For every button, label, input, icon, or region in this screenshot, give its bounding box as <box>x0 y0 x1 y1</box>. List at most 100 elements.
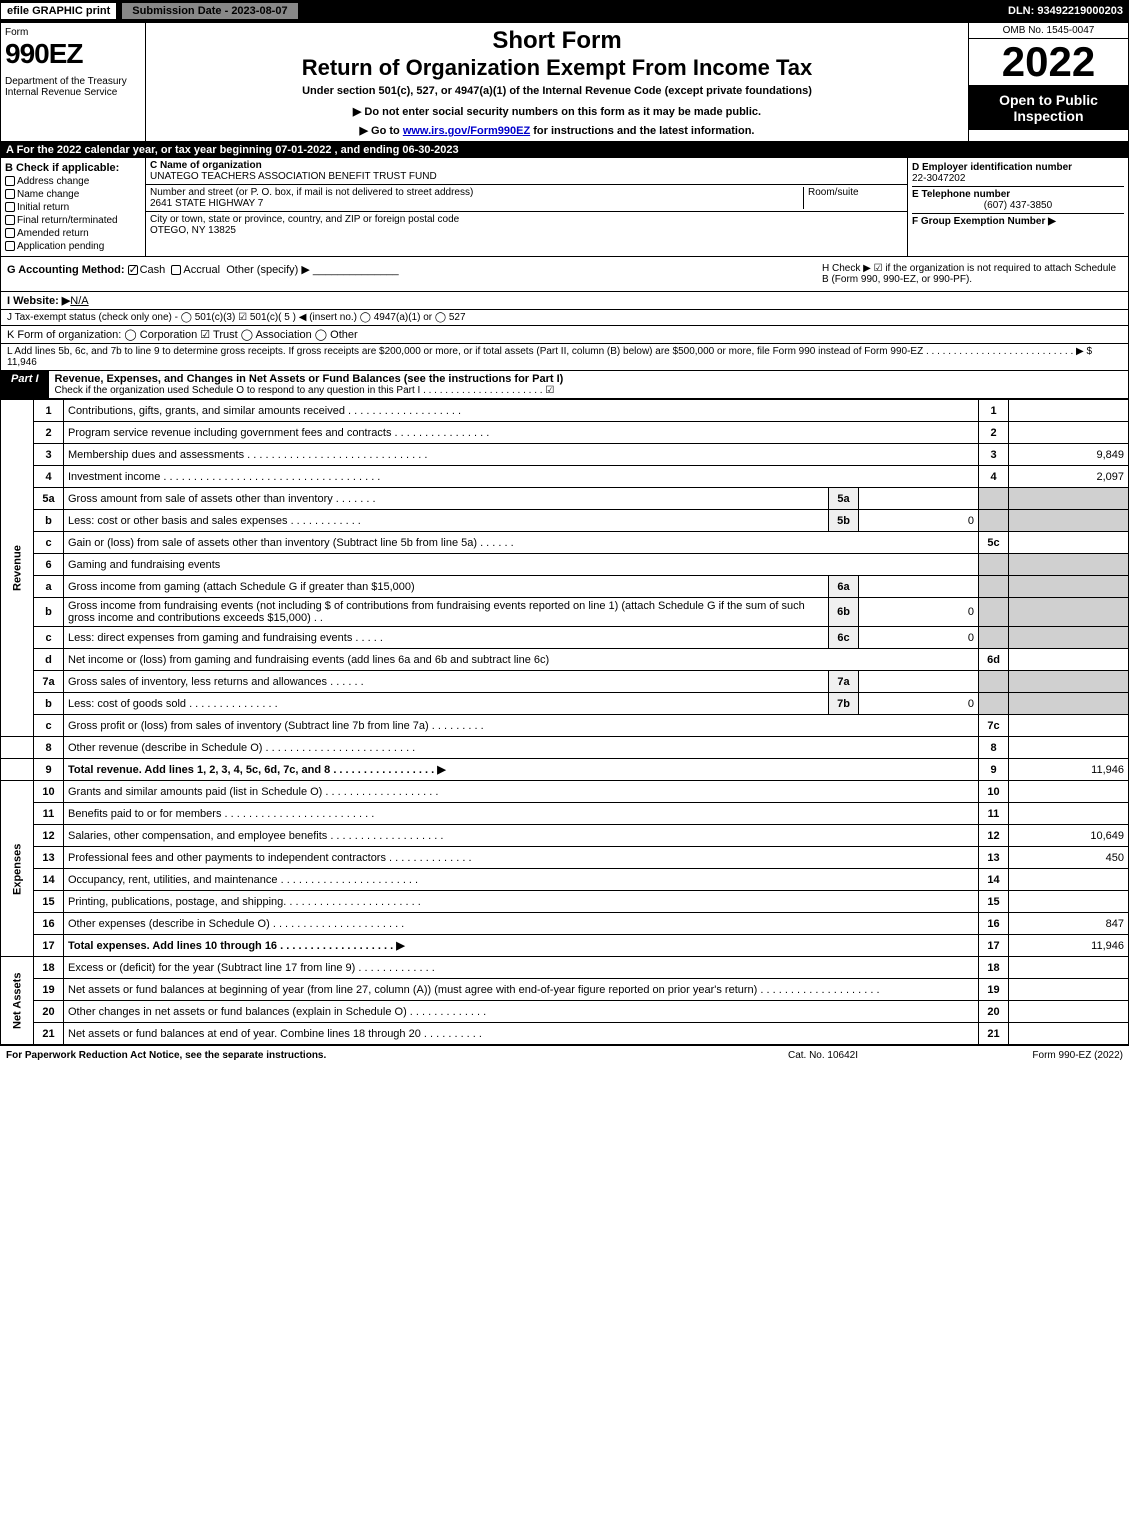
line-outnum: 5c <box>979 532 1009 554</box>
part-1-label: Part I <box>1 371 49 398</box>
line-outval: 2,097 <box>1009 466 1129 488</box>
part-1-subtitle: Check if the organization used Schedule … <box>55 385 1122 396</box>
line-midnum: 6a <box>829 576 859 598</box>
line-outnum: 17 <box>979 935 1009 957</box>
line-num: 16 <box>34 913 64 935</box>
grey-cell <box>979 693 1009 715</box>
line-desc: Grants and similar amounts paid (list in… <box>64 781 979 803</box>
line-desc: Printing, publications, postage, and shi… <box>64 891 979 913</box>
line-outval <box>1009 803 1129 825</box>
line-desc: Professional fees and other payments to … <box>64 847 979 869</box>
line-outval <box>1009 737 1129 759</box>
row-k-form-org: K Form of organization: ◯ Corporation ☑ … <box>0 326 1129 344</box>
line-desc: Salaries, other compensation, and employ… <box>64 825 979 847</box>
line-num: 18 <box>34 957 64 979</box>
check-name-change[interactable]: Name change <box>5 189 141 200</box>
line-outnum: 10 <box>979 781 1009 803</box>
form-word: Form <box>5 27 141 38</box>
grey-cell <box>979 488 1009 510</box>
part-1-header: Part I Revenue, Expenses, and Changes in… <box>0 371 1129 399</box>
line-outval <box>1009 781 1129 803</box>
do-not-enter-text: ▶ Do not enter social security numbers o… <box>156 105 958 118</box>
phone-label: E Telephone number <box>912 189 1010 200</box>
irs-link[interactable]: www.irs.gov/Form990EZ <box>403 125 530 137</box>
line-desc: Occupancy, rent, utilities, and maintena… <box>64 869 979 891</box>
line-desc: Membership dues and assessments . . . . … <box>64 444 979 466</box>
line-num: c <box>34 627 64 649</box>
line-outval <box>1009 891 1129 913</box>
revenue-vertical-label: Revenue <box>1 400 34 737</box>
row-i-website: I Website: ▶N/A <box>0 292 1129 310</box>
line-outnum: 14 <box>979 869 1009 891</box>
check-amended-return[interactable]: Amended return <box>5 228 141 239</box>
grey-cell <box>1009 510 1129 532</box>
check-accrual[interactable] <box>171 265 181 275</box>
tax-year: 2022 <box>969 39 1128 86</box>
line-desc: Excess or (deficit) for the year (Subtra… <box>64 957 979 979</box>
check-initial-return[interactable]: Initial return <box>5 202 141 213</box>
line-midnum: 7a <box>829 671 859 693</box>
accounting-method-label: G Accounting Method: <box>7 264 125 276</box>
line-outval <box>1009 869 1129 891</box>
line-outnum: 3 <box>979 444 1009 466</box>
row-j-tax-exempt: J Tax-exempt status (check only one) - ◯… <box>0 310 1129 326</box>
line-desc: Gross income from fundraising events (no… <box>64 598 829 627</box>
line-num: 4 <box>34 466 64 488</box>
line-midnum: 6b <box>829 598 859 627</box>
omb-number: OMB No. 1545-0047 <box>969 23 1128 39</box>
line-num: 21 <box>34 1023 64 1045</box>
section-c-name-label: C Name of organization <box>150 160 262 171</box>
line-num: 12 <box>34 825 64 847</box>
line-num: 20 <box>34 1001 64 1023</box>
line-desc: Benefits paid to or for members . . . . … <box>64 803 979 825</box>
group-exemption-label: F Group Exemption Number ▶ <box>912 216 1056 227</box>
goto-text: ▶ Go to www.irs.gov/Form990EZ for instru… <box>156 124 958 137</box>
line-desc: Gross income from gaming (attach Schedul… <box>64 576 829 598</box>
line-num: b <box>34 693 64 715</box>
line-num: 9 <box>34 759 64 781</box>
submission-date-button[interactable]: Submission Date - 2023-08-07 <box>121 2 298 20</box>
line-num: 10 <box>34 781 64 803</box>
line-outnum: 21 <box>979 1023 1009 1045</box>
org-name: UNATEGO TEACHERS ASSOCIATION BENEFIT TRU… <box>150 171 437 182</box>
line-outval <box>1009 532 1129 554</box>
efile-button[interactable]: efile GRAPHIC print <box>0 2 117 20</box>
line-desc: Other changes in net assets or fund bala… <box>64 1001 979 1023</box>
check-cash[interactable] <box>128 265 138 275</box>
check-final-return[interactable]: Final return/terminated <box>5 215 141 226</box>
line-midval: 0 <box>859 693 979 715</box>
line-num: 19 <box>34 979 64 1001</box>
line-outval: 847 <box>1009 913 1129 935</box>
check-address-change[interactable]: Address change <box>5 176 141 187</box>
line-outnum: 4 <box>979 466 1009 488</box>
line-desc: Gaming and fundraising events <box>64 554 979 576</box>
line-desc: Less: cost of goods sold . . . . . . . .… <box>64 693 829 715</box>
line-outnum: 12 <box>979 825 1009 847</box>
line-desc: Program service revenue including govern… <box>64 422 979 444</box>
ein-label: D Employer identification number <box>912 162 1072 173</box>
line-desc: Less: direct expenses from gaming and fu… <box>64 627 829 649</box>
line-num: b <box>34 510 64 532</box>
line-outval <box>1009 400 1129 422</box>
street-value: 2641 STATE HIGHWAY 7 <box>150 198 263 209</box>
line-outnum: 2 <box>979 422 1009 444</box>
line-midval <box>859 488 979 510</box>
line-outnum: 19 <box>979 979 1009 1001</box>
under-section-text: Under section 501(c), 527, or 4947(a)(1)… <box>156 85 958 97</box>
line-desc: Net assets or fund balances at end of ye… <box>64 1023 979 1045</box>
phone-value: (607) 437-3850 <box>912 200 1124 211</box>
line-num: 2 <box>34 422 64 444</box>
open-to-public: Open to Public Inspection <box>969 86 1128 130</box>
footer-left: For Paperwork Reduction Act Notice, see … <box>6 1050 723 1061</box>
line-outval: 11,946 <box>1009 935 1129 957</box>
line-outnum: 15 <box>979 891 1009 913</box>
city-label: City or town, state or province, country… <box>150 214 459 225</box>
room-label: Room/suite <box>808 187 859 198</box>
website-value: N/A <box>70 295 88 307</box>
line-desc: Gross profit or (loss) from sales of inv… <box>64 715 979 737</box>
line-desc: Total expenses. Add lines 10 through 16 … <box>64 935 979 957</box>
dln-label: DLN: 93492219000203 <box>1008 5 1129 17</box>
check-application-pending[interactable]: Application pending <box>5 241 141 252</box>
line-outval <box>1009 1001 1129 1023</box>
section-b-label: B Check if applicable: <box>5 162 141 174</box>
